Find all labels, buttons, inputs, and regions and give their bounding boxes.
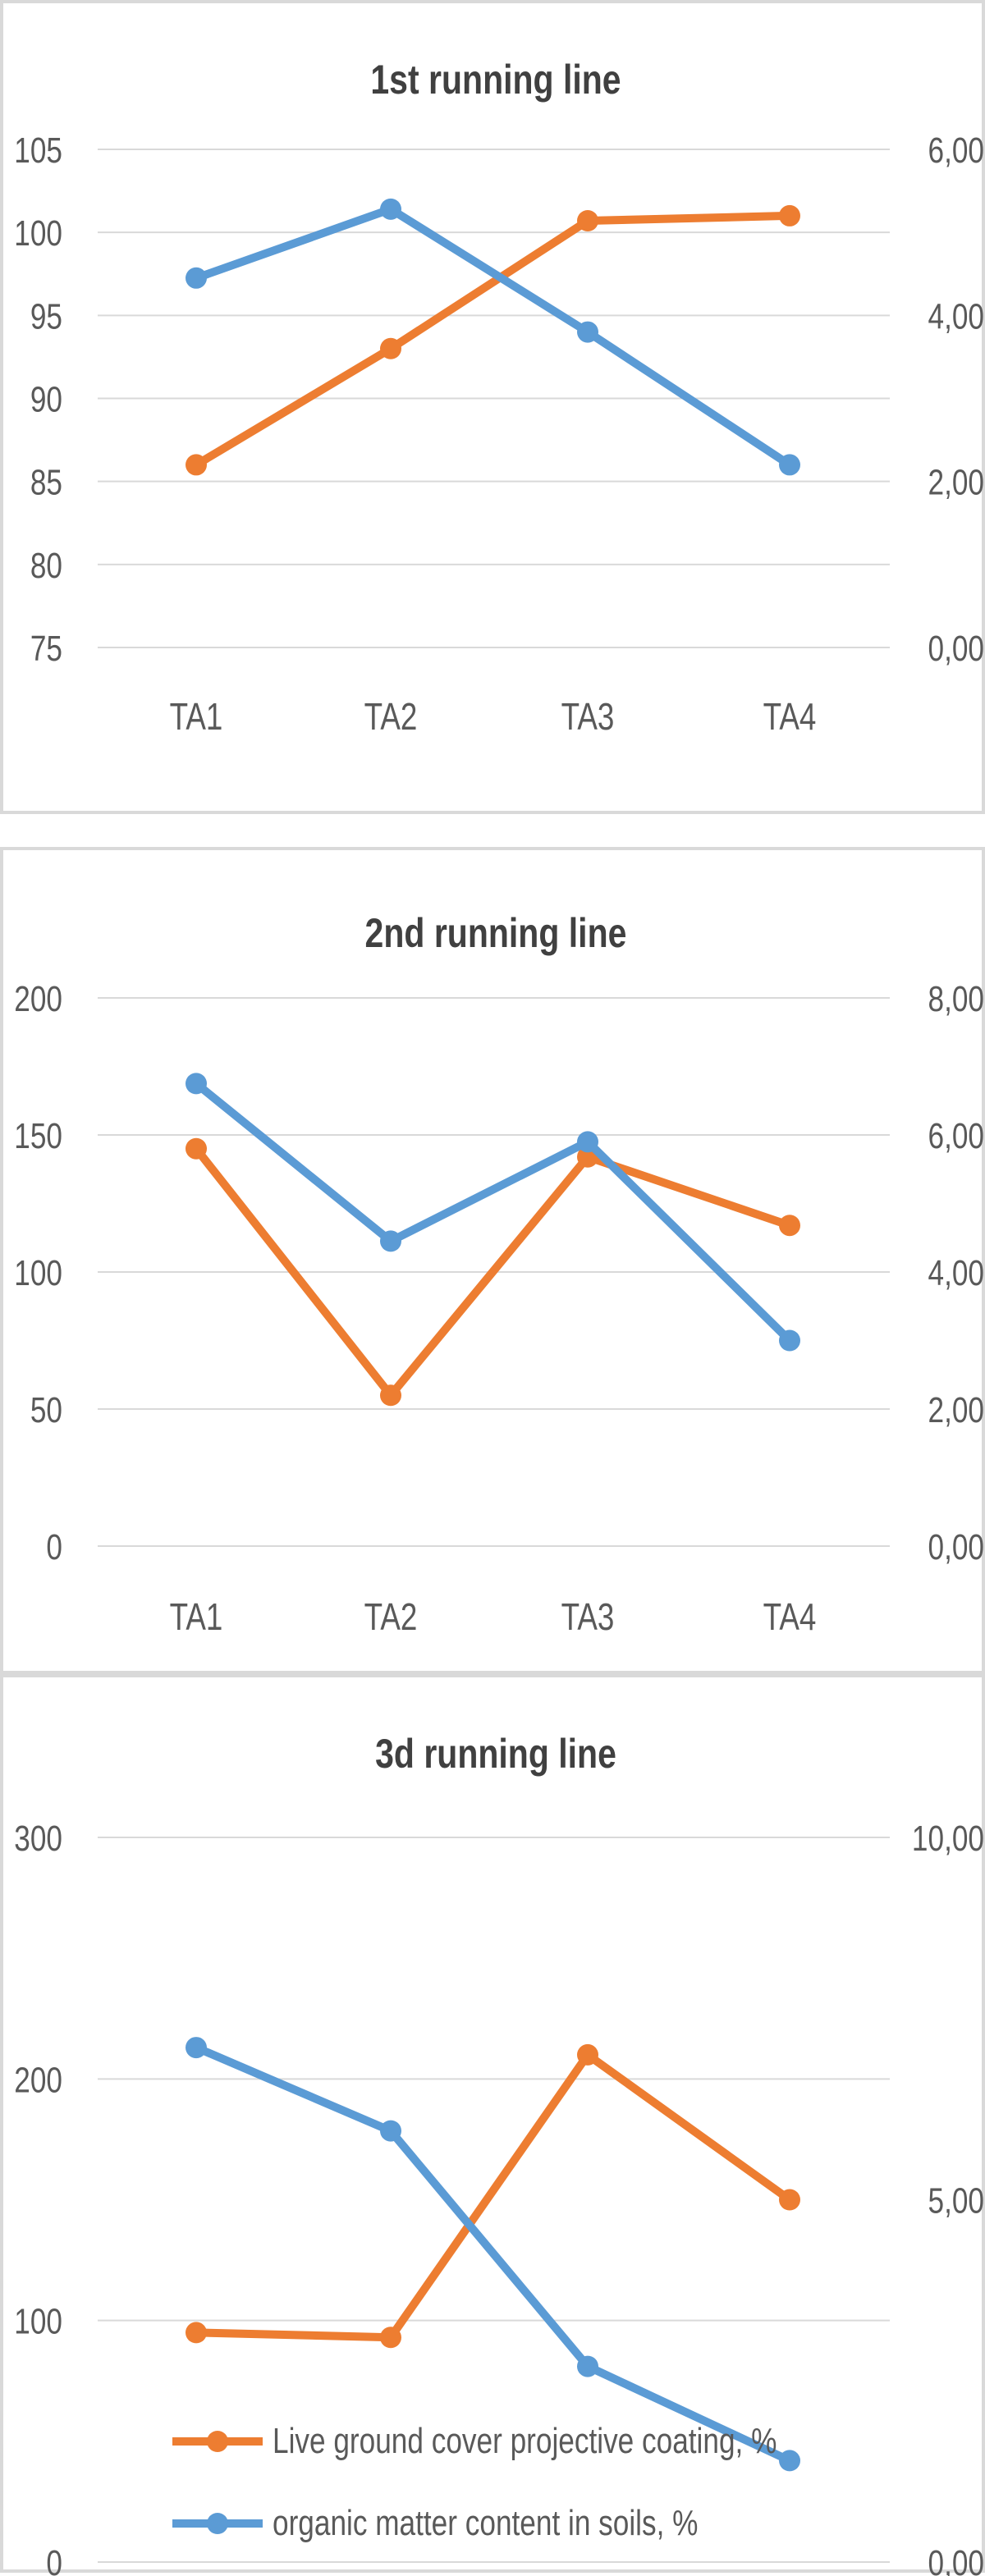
chart-3-svg: 3d running line01002003000,005,0010,00TA… — [14, 1731, 984, 2576]
y-left-tick-label: 50 — [30, 1390, 62, 1430]
y-right-tick-label: 8,00 — [928, 979, 984, 1019]
data-point-blue — [380, 198, 401, 220]
y-right-tick-label: 6,00 — [928, 130, 984, 171]
data-point-blue — [577, 321, 598, 343]
data-point-blue — [380, 2120, 401, 2142]
series-line-orange — [192, 2050, 794, 2342]
y-right-tick-label: 2,00 — [928, 1390, 984, 1430]
y-left-tick-label: 95 — [30, 297, 62, 337]
data-point-orange — [577, 210, 598, 232]
series-line-orange — [192, 1144, 794, 1400]
legend-marker-blue — [172, 2513, 263, 2534]
y-right-tick-label: 0,00 — [928, 1527, 984, 1567]
x-category-label: TA2 — [364, 695, 418, 738]
legend: Live ground cover projective coating, % … — [172, 2413, 977, 2560]
data-point-blue — [577, 2355, 598, 2377]
legend-marker-orange — [172, 2431, 263, 2452]
chart-2-svg: 2nd running line 0 50 100 150 200 0,00 2,00 4,00… — [14, 910, 984, 1638]
data-point-blue — [186, 267, 207, 289]
data-point-orange — [186, 1137, 207, 1160]
y-right-tick-label: 6,00 — [928, 1116, 984, 1156]
y-left-tick-label: 80 — [30, 546, 62, 586]
y-left-tick-label: 0 — [46, 1527, 62, 1567]
y-left-tick-label: 85 — [30, 463, 62, 503]
chart-panel-1: 1st running line 75 80 85 90 95 100 105 0,00 2,00… — [0, 0, 985, 814]
chart-1-svg: 1st running line 75 80 85 90 95 100 105 0,00 2,00… — [14, 57, 984, 738]
x-category-label: TA1 — [170, 695, 223, 738]
data-point-blue — [186, 1073, 207, 1095]
chart-title: 1st running line — [370, 57, 621, 103]
data-point-orange — [380, 1384, 401, 1407]
data-point-orange — [186, 2322, 207, 2344]
data-point-blue — [779, 2450, 800, 2472]
data-point-orange — [380, 337, 401, 359]
y-left-tick-label: 100 — [14, 1253, 62, 1293]
data-point-orange — [779, 204, 800, 226]
y-right-tick-label: 0,00 — [928, 2543, 984, 2576]
data-point-orange — [779, 2189, 800, 2211]
y-left-tick-label: 150 — [14, 1116, 62, 1156]
data-point-blue — [380, 1230, 401, 1252]
y-right-tick-label: 5,00 — [928, 2181, 984, 2221]
data-point-orange — [380, 2327, 401, 2349]
legend-label-blue: organic matter content in soils, % — [273, 2503, 699, 2543]
y-right-tick-label: 0,00 — [928, 629, 984, 669]
data-point-blue — [779, 454, 800, 476]
chart-title: 3d running line — [375, 1731, 616, 1777]
y-left-tick-label: 200 — [14, 2061, 62, 2101]
legend-label-orange: Live ground cover projective coating, % — [273, 2421, 777, 2461]
y-left-tick-label: 100 — [14, 214, 62, 254]
x-category-label: TA2 — [364, 1595, 418, 1638]
x-category-label: TA4 — [763, 695, 817, 738]
series-line-blue — [192, 1079, 794, 1345]
data-point-blue — [577, 1131, 598, 1153]
chart-panel-3: 3d running line01002003000,005,0010,00TA… — [0, 1674, 985, 2576]
y-right-tick-label: 4,00 — [928, 1253, 984, 1293]
data-point-blue — [779, 1329, 800, 1352]
data-point-orange — [779, 1215, 800, 1237]
data-point-orange — [577, 2043, 598, 2066]
x-category-label: TA4 — [763, 1595, 817, 1638]
y-left-tick-label: 105 — [14, 130, 62, 171]
y-right-tick-label: 4,00 — [928, 297, 984, 337]
chart-panel-2: 2nd running line 0 50 100 150 200 0,00 2,00 4,00… — [0, 847, 985, 1674]
y-left-tick-label: 0 — [46, 2543, 62, 2576]
y-left-tick-label: 200 — [14, 979, 62, 1019]
y-left-tick-label: 75 — [30, 629, 62, 669]
chart-title: 2nd running line — [365, 910, 627, 956]
y-left-tick-label: 90 — [30, 380, 62, 420]
x-category-label: TA1 — [170, 1595, 223, 1638]
y-right-tick-label: 10,00 — [912, 1819, 984, 1859]
y-left-tick-label: 300 — [14, 1819, 62, 1859]
data-point-orange — [186, 454, 207, 476]
x-category-label: TA3 — [561, 695, 615, 738]
y-left-tick-label: 100 — [14, 2302, 62, 2342]
legend-item-orange: Live ground cover projective coating, % — [172, 2417, 903, 2466]
series-line-blue — [192, 2043, 794, 2465]
data-point-blue — [186, 2037, 207, 2059]
series-line-orange — [192, 211, 794, 469]
y-right-tick-label: 2,00 — [928, 463, 984, 503]
series-line-blue — [192, 204, 794, 469]
legend-item-blue: organic matter content in soils, % — [172, 2499, 804, 2548]
x-category-label: TA3 — [561, 1595, 615, 1638]
